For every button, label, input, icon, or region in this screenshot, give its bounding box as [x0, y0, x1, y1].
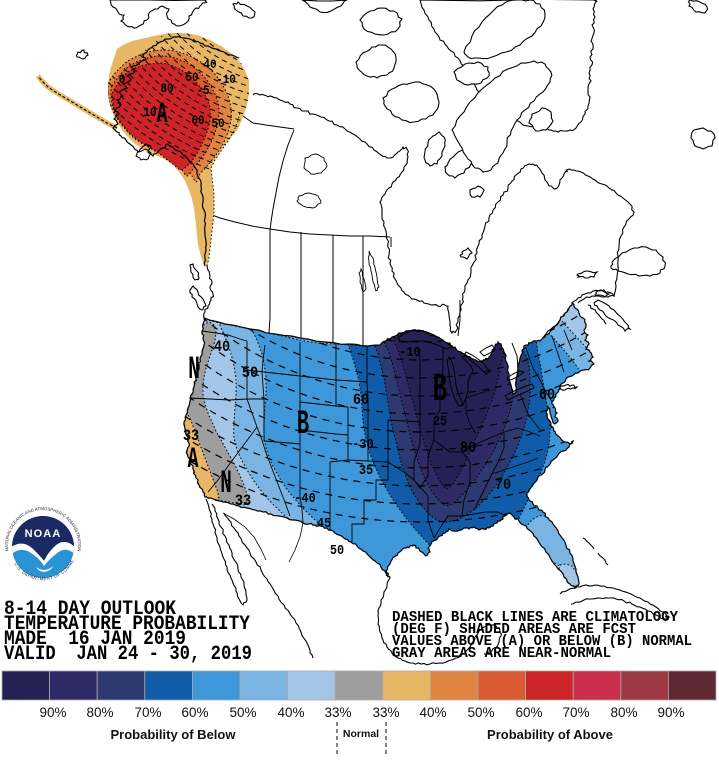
- svg-text:GRAY AREAS ARE NEAR-NORMAL: GRAY AREAS ARE NEAR-NORMAL: [392, 645, 611, 662]
- svg-text:N: N: [188, 351, 200, 387]
- svg-text:0: 0: [119, 72, 126, 87]
- svg-text:33%: 33%: [372, 705, 399, 720]
- svg-text:70: 70: [495, 477, 511, 494]
- svg-text:40: 40: [203, 57, 216, 72]
- svg-text:(DEG F) SHADED AREAS ARE FCST: (DEG F) SHADED AREAS ARE FCST: [392, 621, 636, 638]
- svg-text:50: 50: [185, 70, 198, 85]
- svg-text:NOAA: NOAA: [25, 528, 62, 540]
- svg-text:40%: 40%: [277, 705, 304, 720]
- svg-text:-10: -10: [399, 344, 421, 360]
- svg-text:B: B: [433, 367, 448, 412]
- svg-text:50%: 50%: [229, 705, 256, 720]
- svg-text:33: 33: [235, 493, 251, 510]
- svg-text:8-14 DAY OUTLOOK: 8-14 DAY OUTLOOK: [4, 598, 176, 621]
- svg-text:50: 50: [242, 365, 258, 382]
- svg-text:40%: 40%: [419, 705, 446, 720]
- svg-text:50: 50: [330, 542, 344, 558]
- svg-text:80: 80: [460, 440, 476, 457]
- svg-text:90%: 90%: [657, 705, 684, 720]
- svg-text:10: 10: [143, 105, 156, 120]
- svg-text:-10: -10: [216, 72, 236, 87]
- svg-text:VALID JAN 24 - 30, 2019: VALID JAN 24 - 30, 2019: [4, 643, 252, 666]
- svg-text:90%: 90%: [39, 705, 66, 720]
- svg-text:40: 40: [214, 339, 230, 356]
- svg-text:DASHED BLACK LINES ARE CLIMATO: DASHED BLACK LINES ARE CLIMATOLOGY: [392, 609, 678, 626]
- svg-text:Probability of Above: Probability of Above: [487, 727, 613, 742]
- svg-text:-40: -40: [294, 490, 316, 506]
- svg-text:VALUES ABOVE (A) OR BELOW (B): VALUES ABOVE (A) OR BELOW (B) NORMAL: [392, 633, 692, 650]
- svg-text:A: A: [188, 443, 199, 477]
- svg-text:45: 45: [317, 515, 331, 531]
- svg-text:B: B: [297, 406, 309, 444]
- svg-text:-5: -5: [196, 83, 209, 98]
- svg-text:50: 50: [211, 116, 224, 131]
- svg-text:33: 33: [183, 428, 199, 445]
- svg-text:Normal: Normal: [343, 728, 379, 740]
- svg-text:80: 80: [160, 81, 173, 96]
- svg-text:60%: 60%: [181, 705, 208, 720]
- svg-text:Probability of Below: Probability of Below: [111, 727, 237, 742]
- svg-text:N: N: [220, 465, 232, 501]
- svg-text:25: 25: [433, 413, 447, 429]
- svg-text:70%: 70%: [134, 705, 161, 720]
- svg-text:70%: 70%: [562, 705, 589, 720]
- svg-text:33%: 33%: [324, 705, 351, 720]
- svg-text:50%: 50%: [467, 705, 494, 720]
- svg-text:60: 60: [353, 392, 369, 409]
- svg-text:60%: 60%: [515, 705, 542, 720]
- svg-text:A: A: [157, 98, 168, 132]
- svg-text:MADE 16 JAN 2019: MADE 16 JAN 2019: [4, 628, 186, 651]
- svg-text:-30: -30: [352, 436, 374, 452]
- svg-text:80%: 80%: [610, 705, 637, 720]
- svg-text:TEMPERATURE PROBABILITY: TEMPERATURE PROBABILITY: [4, 613, 250, 636]
- svg-text:60: 60: [191, 113, 204, 128]
- svg-text:35: 35: [359, 462, 373, 478]
- svg-text:80%: 80%: [86, 705, 113, 720]
- svg-text:60: 60: [539, 387, 555, 404]
